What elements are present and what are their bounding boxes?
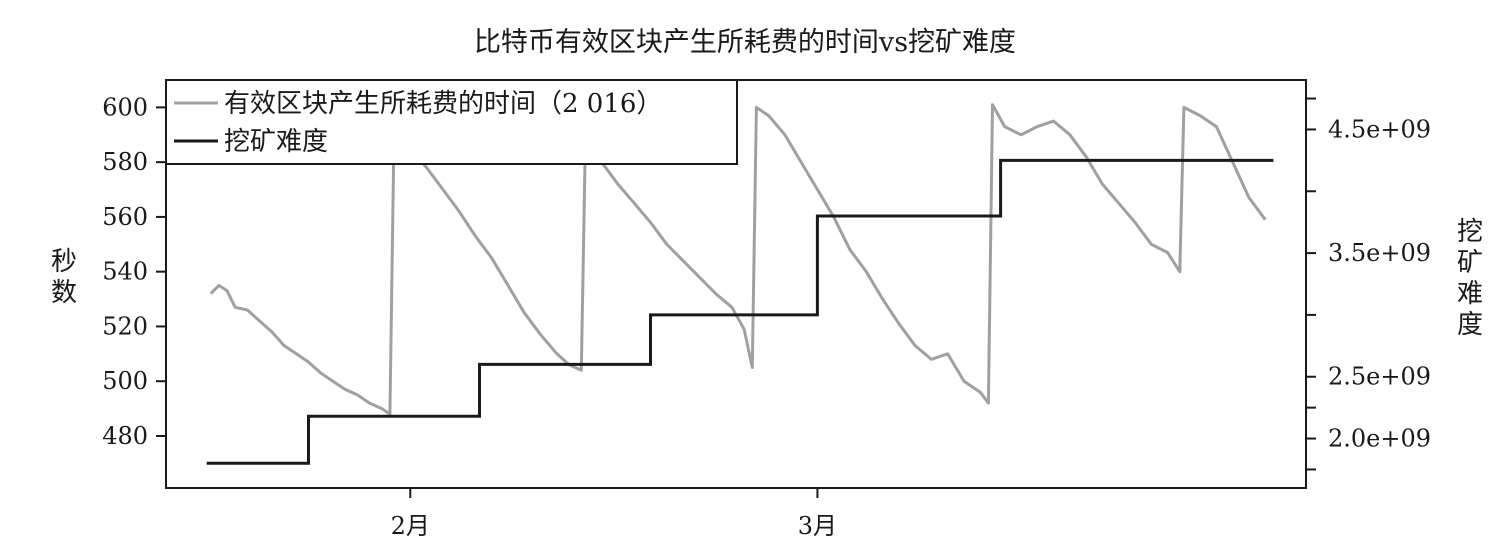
y-axis-left-ticks: 480 500 520 540 560 580 600 [102,93,166,450]
legend: 有效区块产生所耗费的时间（2 016） 挖矿难度 [165,79,738,165]
legend-box [165,79,738,165]
x-axis-ticks: 2月 3月 [391,488,837,540]
series-layer [206,103,1274,465]
series-line-block-time [209,103,1267,416]
chart-title: 比特币有效区块产生所耗费的时间vs挖矿难度 [474,27,1016,58]
legend-label-difficulty: 挖矿难度 [224,127,328,157]
axis-label-char: 度 [1457,310,1483,340]
x-tick-label: 2月 [391,512,430,540]
y-right-tick-label: 2.0e+09 [1328,425,1431,453]
axis-label-char: 数 [51,278,77,308]
y-right-tick-label: 4.5e+09 [1328,115,1431,143]
y-left-tick-label: 560 [102,203,148,231]
y-right-tick-label: 3.5e+09 [1328,239,1431,267]
series-line-difficulty [206,158,1274,465]
x-tick-label: 3月 [798,512,837,540]
axis-label-char: 难 [1457,279,1483,309]
y-left-tick-label: 580 [102,148,148,176]
y-left-tick-label: 480 [102,422,148,450]
axis-label-char: 秒 [51,247,77,277]
y-left-tick-label: 540 [102,258,148,286]
y-left-tick-label: 500 [102,367,148,395]
y-axis-left-label: 秒数 [51,247,77,308]
y-left-tick-label: 600 [102,93,148,121]
axis-label-char: 矿 [1457,248,1483,278]
y-axis-right-label: 挖矿难度 [1457,217,1483,340]
axis-label-char: 挖 [1457,217,1483,247]
y-right-tick-label: 2.5e+09 [1328,363,1431,391]
legend-label-block-time: 有效区块产生所耗费的时间（2 016） [224,89,662,119]
y-left-tick-label: 520 [102,312,148,340]
y-axis-right-ticks: 2.0e+09 2.5e+09 3.5e+09 4.5e+09 [1306,97,1431,471]
